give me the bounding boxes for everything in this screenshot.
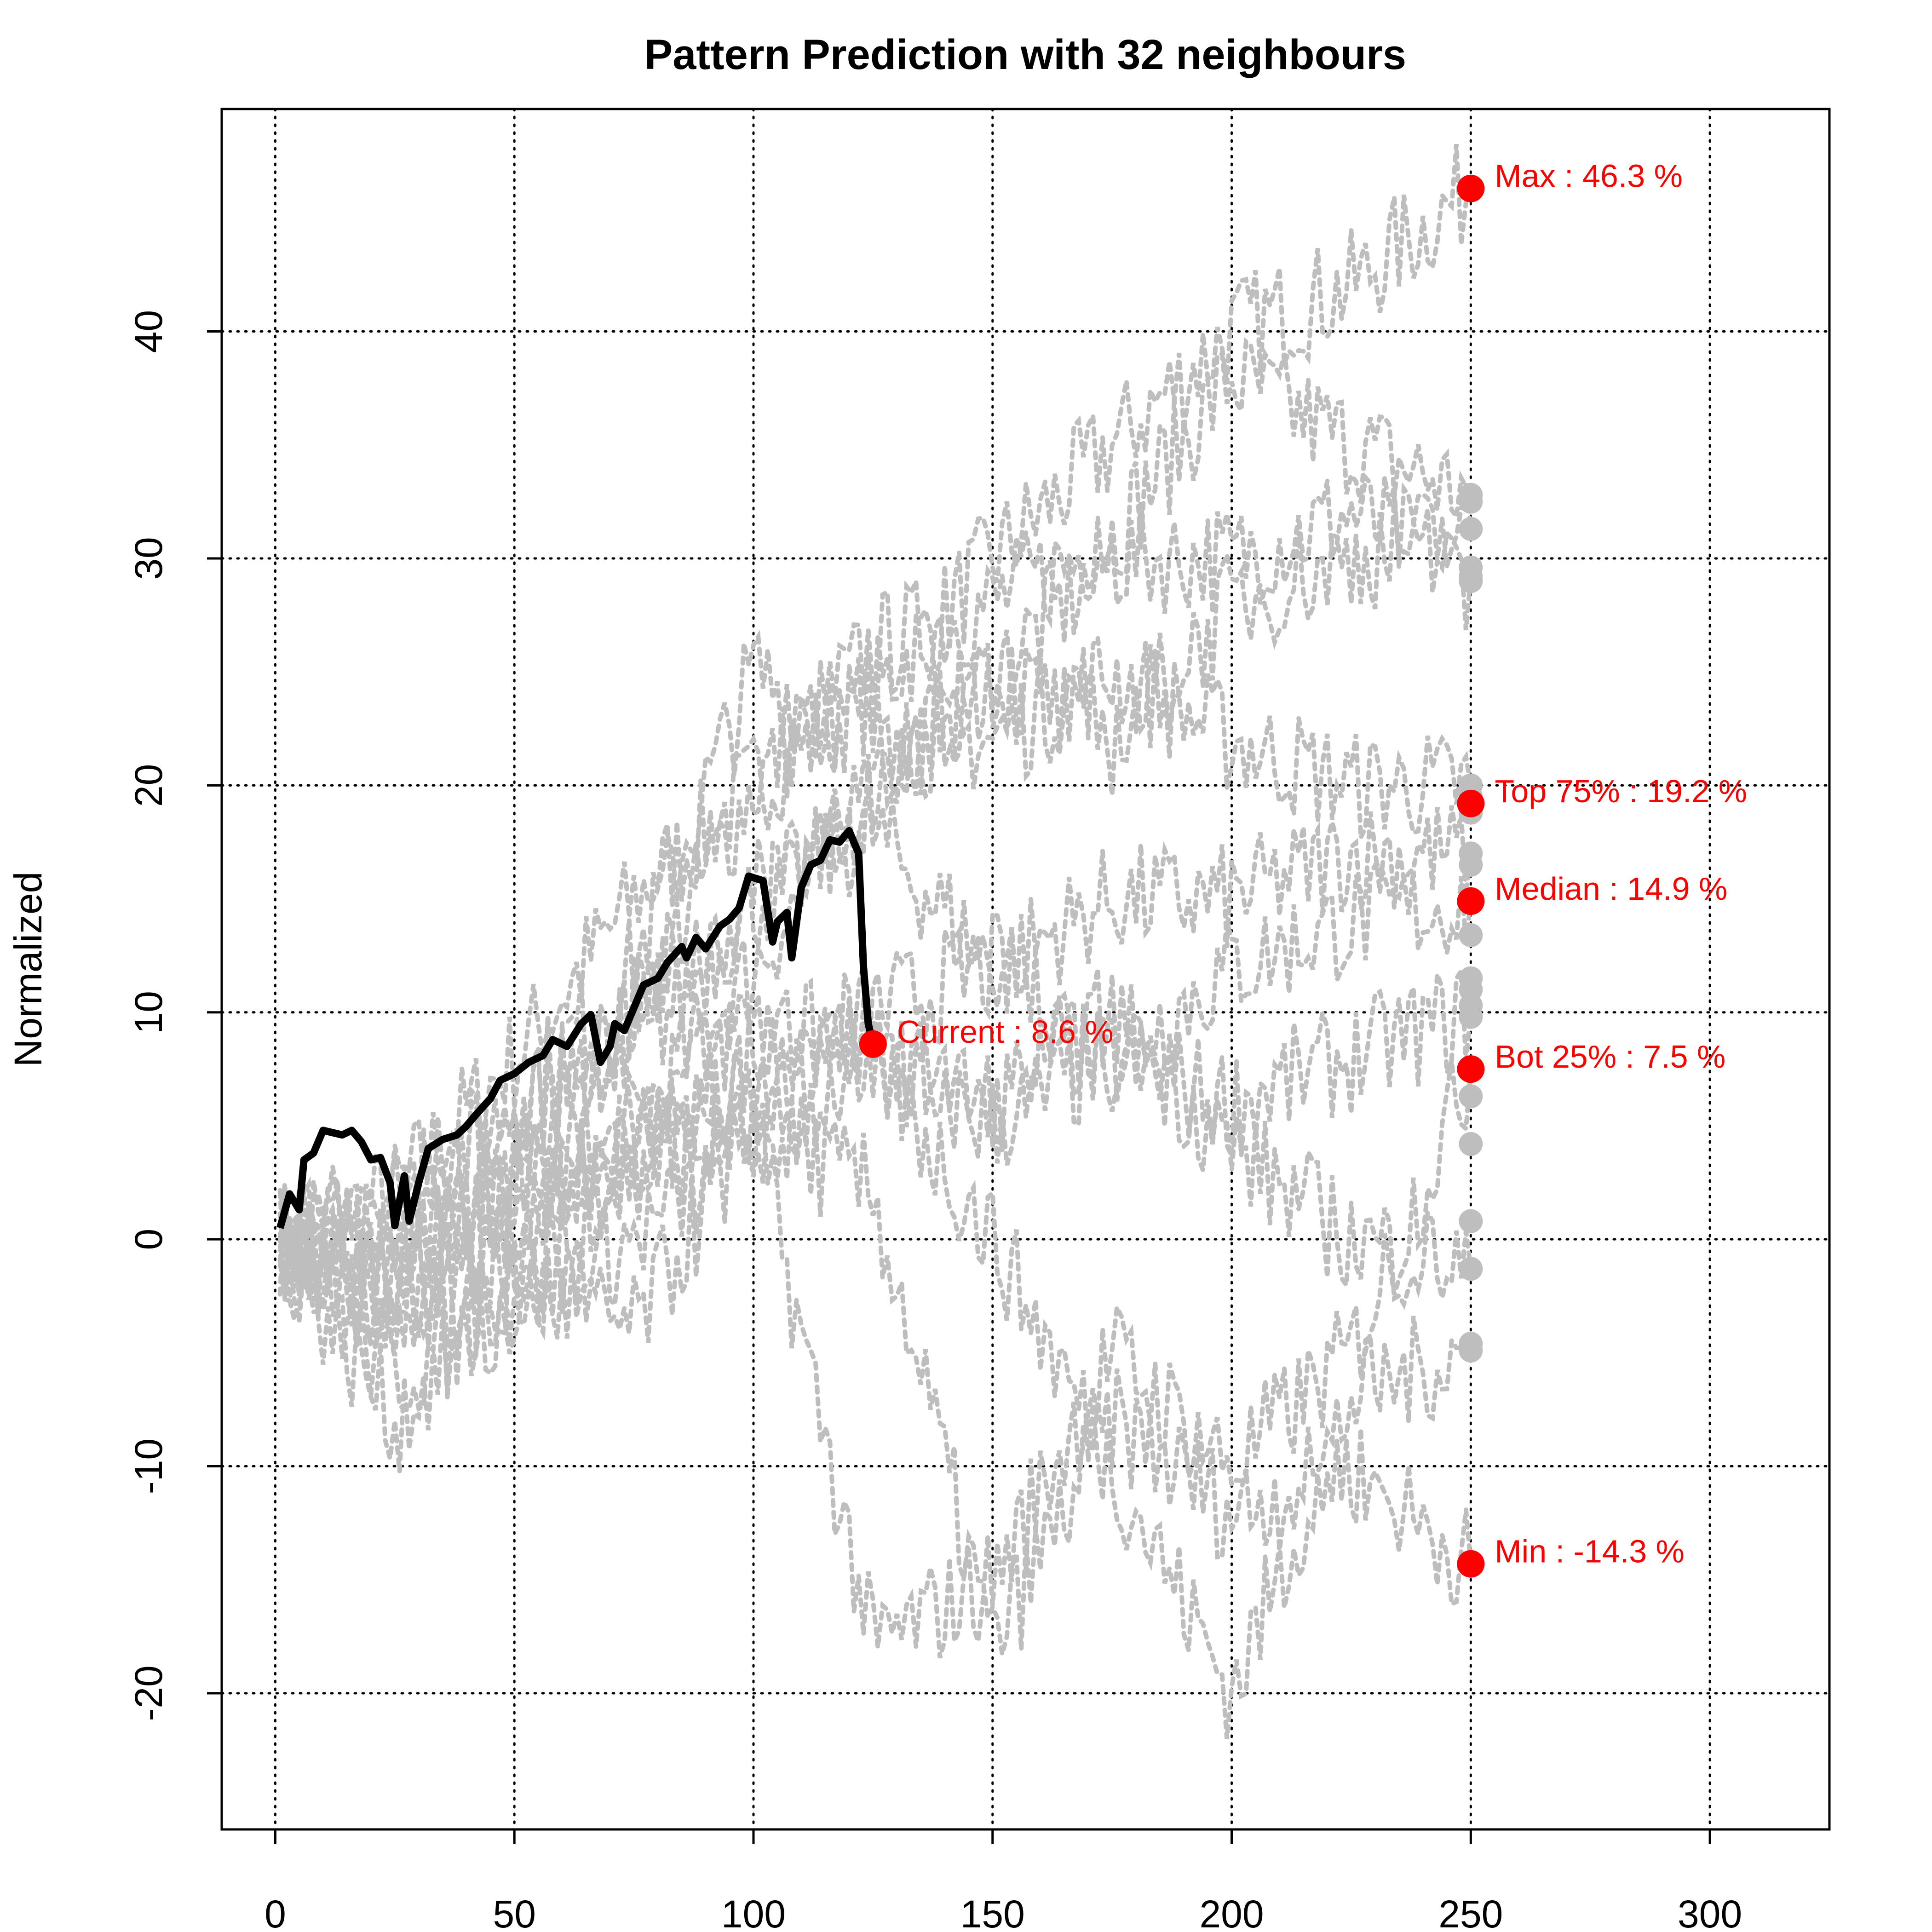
current-label: Current : 8.6 % xyxy=(897,1014,1114,1050)
neighbour-endpoint-dot xyxy=(1459,489,1483,514)
median-label: Median : 14.9 % xyxy=(1495,871,1727,907)
neighbour-endpoint-dot xyxy=(1459,1209,1483,1233)
neighbour-line xyxy=(277,1092,1473,1655)
y-tick-label: -10 xyxy=(127,1438,170,1494)
x-tick-label: 200 xyxy=(1199,1892,1264,1932)
current-series xyxy=(276,827,877,1230)
neighbour-endpoint-dot xyxy=(1459,923,1483,947)
max-label: Max : 46.3 % xyxy=(1495,158,1683,194)
x-tick-label: 50 xyxy=(493,1892,535,1932)
plot-frame xyxy=(220,108,1831,1831)
y-tick-label: -20 xyxy=(127,1665,170,1721)
bot25-label: Bot 25% : 7.5 % xyxy=(1495,1039,1725,1075)
x-tick-label: 0 xyxy=(264,1892,286,1932)
x-tick-label: 250 xyxy=(1438,1892,1503,1932)
max-marker xyxy=(1457,174,1485,202)
annotations: Current : 8.6 % Max : 46.3 % Top 75% : 19.… xyxy=(859,158,1747,1578)
neighbour-endpoint-dot xyxy=(1459,1005,1483,1029)
neighbour-line xyxy=(277,968,1473,1349)
current-line xyxy=(276,827,877,1230)
y-axis-label: Normalized xyxy=(6,872,50,1067)
neighbour-line xyxy=(277,144,1473,1297)
neighbour-line xyxy=(277,791,1473,1317)
min-marker xyxy=(1457,1550,1485,1578)
top75-label: Top 75% : 19.2 % xyxy=(1495,773,1747,809)
current-marker xyxy=(859,1030,887,1058)
axes: 0 50 100 150 200 250 300 -20 -10 0 10 20 30 40 xyxy=(127,310,1742,1932)
x-tick-label: 100 xyxy=(721,1892,786,1932)
neighbour-endpoint-dot xyxy=(1459,1257,1483,1281)
neighbour-endpoint-dot xyxy=(1459,853,1483,877)
y-tick-label: 10 xyxy=(127,991,170,1034)
neighbour-line xyxy=(277,483,1473,1287)
y-tick-label: 20 xyxy=(127,764,170,807)
neighbour-endpoint-dot xyxy=(1459,1338,1483,1363)
min-label: Min : -14.3 % xyxy=(1495,1534,1684,1570)
x-tick-label: 300 xyxy=(1678,1892,1742,1932)
top75-marker xyxy=(1457,789,1485,817)
median-marker xyxy=(1457,887,1485,915)
y-tick-label: 30 xyxy=(127,537,170,580)
neighbour-endpoint-dot xyxy=(1459,569,1483,593)
neighbour-endpoint-dot xyxy=(1459,1132,1483,1156)
bot25-marker xyxy=(1457,1055,1485,1083)
y-tick-label: 40 xyxy=(127,310,170,353)
chart-title: Pattern Prediction with 32 neighbours xyxy=(644,31,1406,78)
y-tick-label: 0 xyxy=(127,1229,170,1250)
neighbour-series xyxy=(277,144,1473,1739)
x-tick-label: 150 xyxy=(960,1892,1025,1932)
neighbour-endpoint-dot xyxy=(1459,517,1483,541)
neighbour-endpoint-dot xyxy=(1459,1084,1483,1109)
